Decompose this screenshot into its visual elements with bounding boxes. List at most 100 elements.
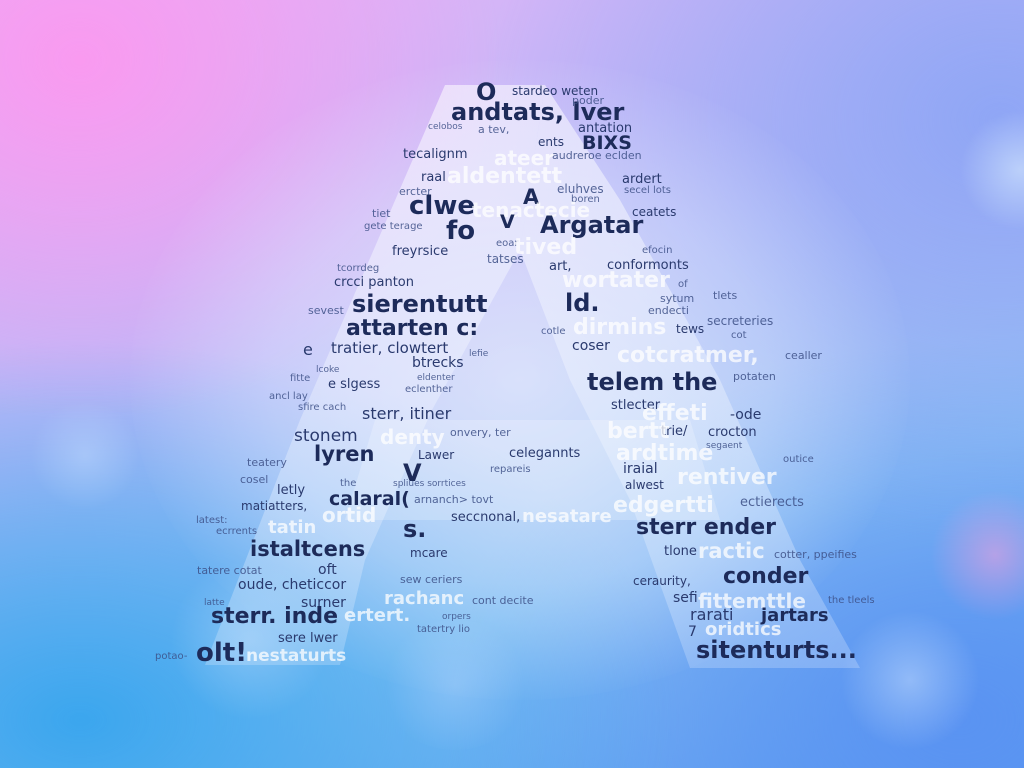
cloud-word: stardeo weten <box>512 84 599 98</box>
cloud-word: orpers <box>442 612 471 622</box>
cloud-word: sefi <box>673 590 698 606</box>
cloud-word: letly <box>277 483 306 498</box>
cloud-word: O <box>476 78 497 106</box>
cloud-word: tratier, clowtert <box>331 339 449 357</box>
cloud-word: cot <box>731 330 747 341</box>
cloud-word: cotter, ppeifies <box>774 548 857 561</box>
cloud-word: ateer <box>494 146 555 170</box>
cloud-word: tatertry lio <box>417 624 471 635</box>
cloud-word: endecti <box>648 304 689 317</box>
cloud-word: tews <box>676 322 705 336</box>
cloud-word: tlets <box>713 289 738 302</box>
cloud-word: ercter <box>399 185 432 198</box>
cloud-word: conder <box>723 564 809 589</box>
cloud-word: gete terage <box>364 221 423 232</box>
cloud-word: tatin <box>268 517 317 538</box>
cloud-word: effeti <box>642 401 708 426</box>
cloud-word: sytum <box>660 292 695 305</box>
cloud-word: aldentett <box>447 164 563 189</box>
cloud-word: 7 <box>688 624 697 640</box>
cloud-word: cont decite <box>472 594 534 607</box>
cloud-word: ceatets <box>632 205 677 219</box>
cloud-word: clwe <box>409 191 475 221</box>
cloud-word: sterr, itiner <box>362 404 452 423</box>
cloud-word: sterr. inde <box>211 604 338 629</box>
cloud-word: oft <box>318 562 337 578</box>
cloud-word: iraial <box>623 461 658 477</box>
cloud-word: cosel <box>240 473 269 486</box>
cloud-word: cealler <box>785 349 822 362</box>
cloud-word: lyren <box>314 442 375 466</box>
cloud-word: ardert <box>622 172 662 187</box>
cloud-word: eoar <box>496 238 519 249</box>
cloud-word: rachanc <box>384 588 465 609</box>
cloud-word: sere lwer <box>278 631 338 646</box>
cloud-word: ancl lay <box>269 391 308 402</box>
cloud-word: tatses <box>487 252 524 266</box>
cloud-word: seccnonal, <box>451 510 521 525</box>
cloud-word: alwest <box>625 478 664 492</box>
cloud-word: crcci panton <box>334 275 414 290</box>
cloud-word: crocton <box>708 425 757 440</box>
cloud-word: outice <box>783 454 814 465</box>
cloud-word: conformonts <box>607 258 689 273</box>
cloud-word: trie/ <box>661 424 688 439</box>
cloud-word: spliues sorrtices <box>393 479 466 489</box>
cloud-word: teatery <box>247 456 287 469</box>
cloud-word: e <box>303 340 313 359</box>
cloud-word: potaten <box>733 370 776 383</box>
cloud-word: ents <box>538 135 564 149</box>
cloud-word: fitte <box>290 373 311 384</box>
cloud-word: oridtics <box>705 619 782 640</box>
cloud-word: eldenter <box>417 373 455 383</box>
cloud-word: a tev, <box>478 123 510 136</box>
cloud-word: jartars <box>761 605 829 626</box>
cloud-word: sfire cach <box>298 402 347 413</box>
cloud-word: lcoke <box>316 365 340 375</box>
cloud-word: repareis <box>490 464 531 475</box>
cloud-word: tcorrdeg <box>337 263 380 274</box>
cloud-word: eluhves <box>557 182 604 196</box>
cloud-word: rentiver <box>677 465 777 490</box>
cloud-word: the tleels <box>828 595 875 606</box>
cloud-word: tatere cotat <box>197 564 262 577</box>
letter-a-crossbar <box>345 420 720 520</box>
cloud-word: nestaturts <box>246 646 347 666</box>
cloud-word: istaltcens <box>250 537 366 561</box>
cloud-word: secreteries <box>707 314 774 328</box>
cloud-word: sevest <box>308 304 344 317</box>
cloud-word: V <box>403 459 422 487</box>
cloud-word: sierentutt <box>352 290 488 318</box>
cloud-word: edgertti <box>613 493 714 518</box>
cloud-word: coser <box>572 338 610 354</box>
cloud-word: mcare <box>410 546 448 560</box>
cloud-word: ortid <box>322 503 377 527</box>
cloud-word: the <box>340 478 357 489</box>
cloud-word: celobos <box>428 122 463 132</box>
cloud-word: Lawer <box>418 448 455 462</box>
cloud-word: V <box>500 211 515 233</box>
cloud-word: stlecter <box>611 398 661 413</box>
cloud-word: surner <box>301 595 346 611</box>
cloud-word: btrecks <box>412 355 464 371</box>
cloud-word: cotle <box>541 326 566 337</box>
cloud-word: wortater <box>562 268 670 293</box>
cloud-word: -ode <box>730 407 762 423</box>
cloud-word: nesatare <box>522 506 612 527</box>
cloud-word: raal <box>421 170 446 185</box>
cloud-word: tecalignm <box>403 147 468 162</box>
cloud-word: olt! <box>196 638 248 668</box>
cloud-word: eclenther <box>405 384 453 395</box>
cloud-word: ractic <box>698 539 765 563</box>
cloud-word: A <box>523 185 540 209</box>
cloud-word: tiet <box>372 207 391 220</box>
cloud-word: matiatters, <box>241 499 308 513</box>
cloud-word: tlone <box>664 544 697 559</box>
cloud-word: andtats, lver <box>451 98 625 126</box>
cloud-word: tenactecie <box>472 198 591 222</box>
cloud-word: BIXS <box>582 132 632 154</box>
cloud-word: boren <box>571 194 600 205</box>
cloud-word: s. <box>403 515 427 543</box>
